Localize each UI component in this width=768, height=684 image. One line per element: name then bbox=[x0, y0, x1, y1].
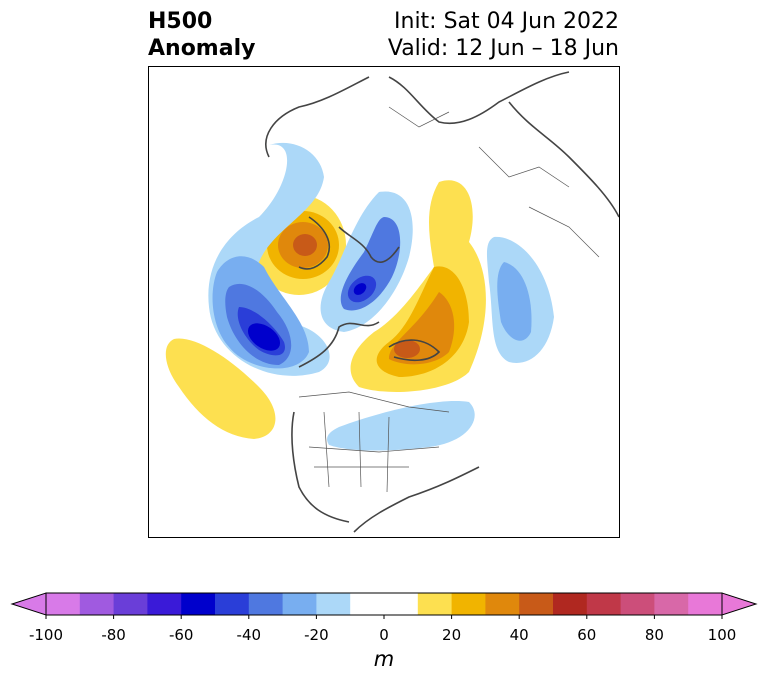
colorbar-bin bbox=[654, 593, 689, 615]
colorbar-tick-label: -100 bbox=[28, 626, 64, 644]
title-right: Init: Sat 04 Jun 2022 Valid: 12 Jun – 18… bbox=[388, 8, 619, 62]
trough-bering-north-pacific bbox=[208, 142, 330, 376]
colorbar-bin bbox=[451, 593, 486, 615]
colorbar-bin bbox=[350, 593, 385, 615]
colorbar-tick-labels: -100 -80 -60 -40 -20 0 20 40 60 80 100 bbox=[0, 626, 768, 646]
colorbar-bin bbox=[248, 593, 284, 615]
colorbar bbox=[0, 585, 768, 625]
political-borders bbox=[298, 106, 600, 493]
anomaly-map bbox=[165, 71, 619, 533]
coastlines bbox=[265, 71, 619, 533]
colorbar-tick-label: 60 bbox=[577, 626, 597, 644]
colorbar-extend-high bbox=[721, 592, 758, 616]
colorbar-tick-label: -60 bbox=[168, 626, 194, 644]
colorbar-bin bbox=[79, 593, 115, 615]
colorbar-bin bbox=[417, 593, 453, 615]
colorbar-bin bbox=[113, 593, 148, 615]
colorbar-svg bbox=[10, 592, 758, 619]
colorbar-tick-label: -20 bbox=[304, 626, 329, 644]
title-field: Anomaly bbox=[148, 36, 256, 61]
colorbar-bin bbox=[46, 593, 81, 615]
colorbar-bin bbox=[586, 593, 622, 615]
colorbar-bin bbox=[519, 593, 554, 615]
colorbar-tick-label: 20 bbox=[442, 626, 462, 644]
colorbar-bin bbox=[485, 593, 520, 615]
colorbar-bin bbox=[620, 593, 655, 615]
trough-north-atlantic-canada bbox=[327, 401, 475, 451]
colorbar-bin bbox=[316, 593, 351, 615]
trough-east-siberia-arctic bbox=[320, 191, 413, 332]
colorbar-bin bbox=[282, 593, 317, 615]
colorbar-tick-label: -40 bbox=[236, 626, 262, 644]
colorbar-bin bbox=[553, 593, 588, 615]
colorbar-bin bbox=[384, 593, 419, 615]
ridge-subtropical-north-pacific bbox=[165, 338, 276, 439]
map-panel bbox=[148, 66, 620, 538]
colorbar-unit-label: m bbox=[373, 647, 395, 671]
trough-northwest-europe bbox=[486, 236, 554, 363]
colorbar-tick-label: 40 bbox=[509, 626, 529, 644]
colorbar-bin bbox=[688, 593, 723, 615]
valid-range: Valid: 12 Jun – 18 Jun bbox=[387, 36, 619, 61]
colorbar-tick-label: -80 bbox=[101, 626, 126, 644]
colorbar-bin bbox=[147, 593, 182, 615]
title-left: H500 Anomaly bbox=[148, 8, 255, 62]
colorbar-bin bbox=[215, 593, 250, 615]
colorbar-tick-label: 80 bbox=[644, 626, 664, 644]
title-variable: H500 bbox=[148, 9, 213, 34]
colorbar-tick-label: 0 bbox=[379, 626, 389, 644]
colorbar-tick-label: 100 bbox=[707, 626, 737, 644]
ridge-greenland-canadian-archipelago bbox=[350, 180, 486, 392]
colorbar-bin bbox=[181, 593, 216, 615]
init-date: Init: Sat 04 Jun 2022 bbox=[394, 9, 619, 34]
colorbar-extend-low bbox=[10, 592, 47, 616]
